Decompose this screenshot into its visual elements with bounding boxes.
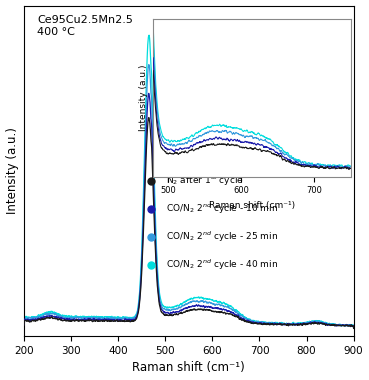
Text: Ce95Cu2.5Mn2.5
400 °C: Ce95Cu2.5Mn2.5 400 °C — [37, 16, 133, 37]
Text: N$_2$ after 1$^{st}$ cycle: N$_2$ after 1$^{st}$ cycle — [166, 174, 244, 188]
X-axis label: Raman shift (cm⁻¹): Raman shift (cm⁻¹) — [132, 361, 245, 374]
Text: CO/N$_2$ 2$^{nd}$ cycle - 25 min: CO/N$_2$ 2$^{nd}$ cycle - 25 min — [166, 230, 278, 244]
Text: CO/N$_2$ 2$^{nd}$ cycle - 40 min: CO/N$_2$ 2$^{nd}$ cycle - 40 min — [166, 258, 278, 272]
Y-axis label: Intensity (a.u.): Intensity (a.u.) — [139, 65, 148, 131]
X-axis label: Raman shift (cm⁻¹): Raman shift (cm⁻¹) — [209, 201, 295, 210]
Text: CO/N$_2$ 2$^{nd}$ cycle - 10 min: CO/N$_2$ 2$^{nd}$ cycle - 10 min — [166, 202, 278, 216]
Y-axis label: Intensity (a.u.): Intensity (a.u.) — [6, 127, 18, 214]
